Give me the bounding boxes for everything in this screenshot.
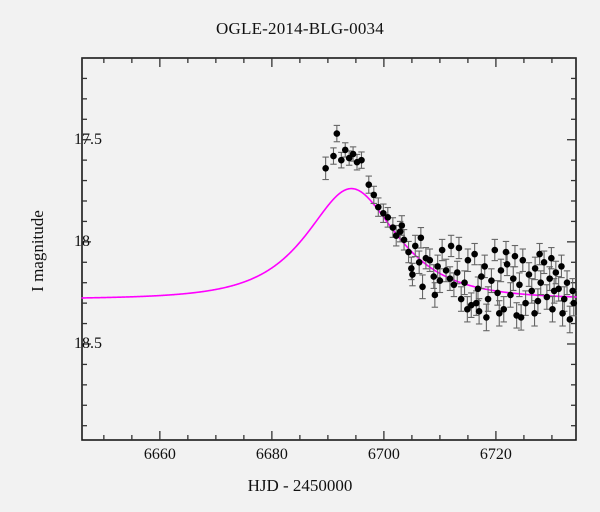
x-axis-label: HJD - 2450000 [247,476,353,495]
axis-tick-marks [82,57,576,440]
data-points [322,130,578,323]
model-curve [81,187,577,299]
axes-frame [81,57,577,441]
x-tick-label: 6660 [143,446,176,463]
chart-title: OGLE-2014-BLG-0034 [216,19,384,38]
y-axis-label: I magnitude [28,210,47,292]
x-tick-label: 6720 [479,446,512,463]
x-tick-label: 6680 [255,446,288,463]
x-tick-label: 6700 [367,446,400,463]
